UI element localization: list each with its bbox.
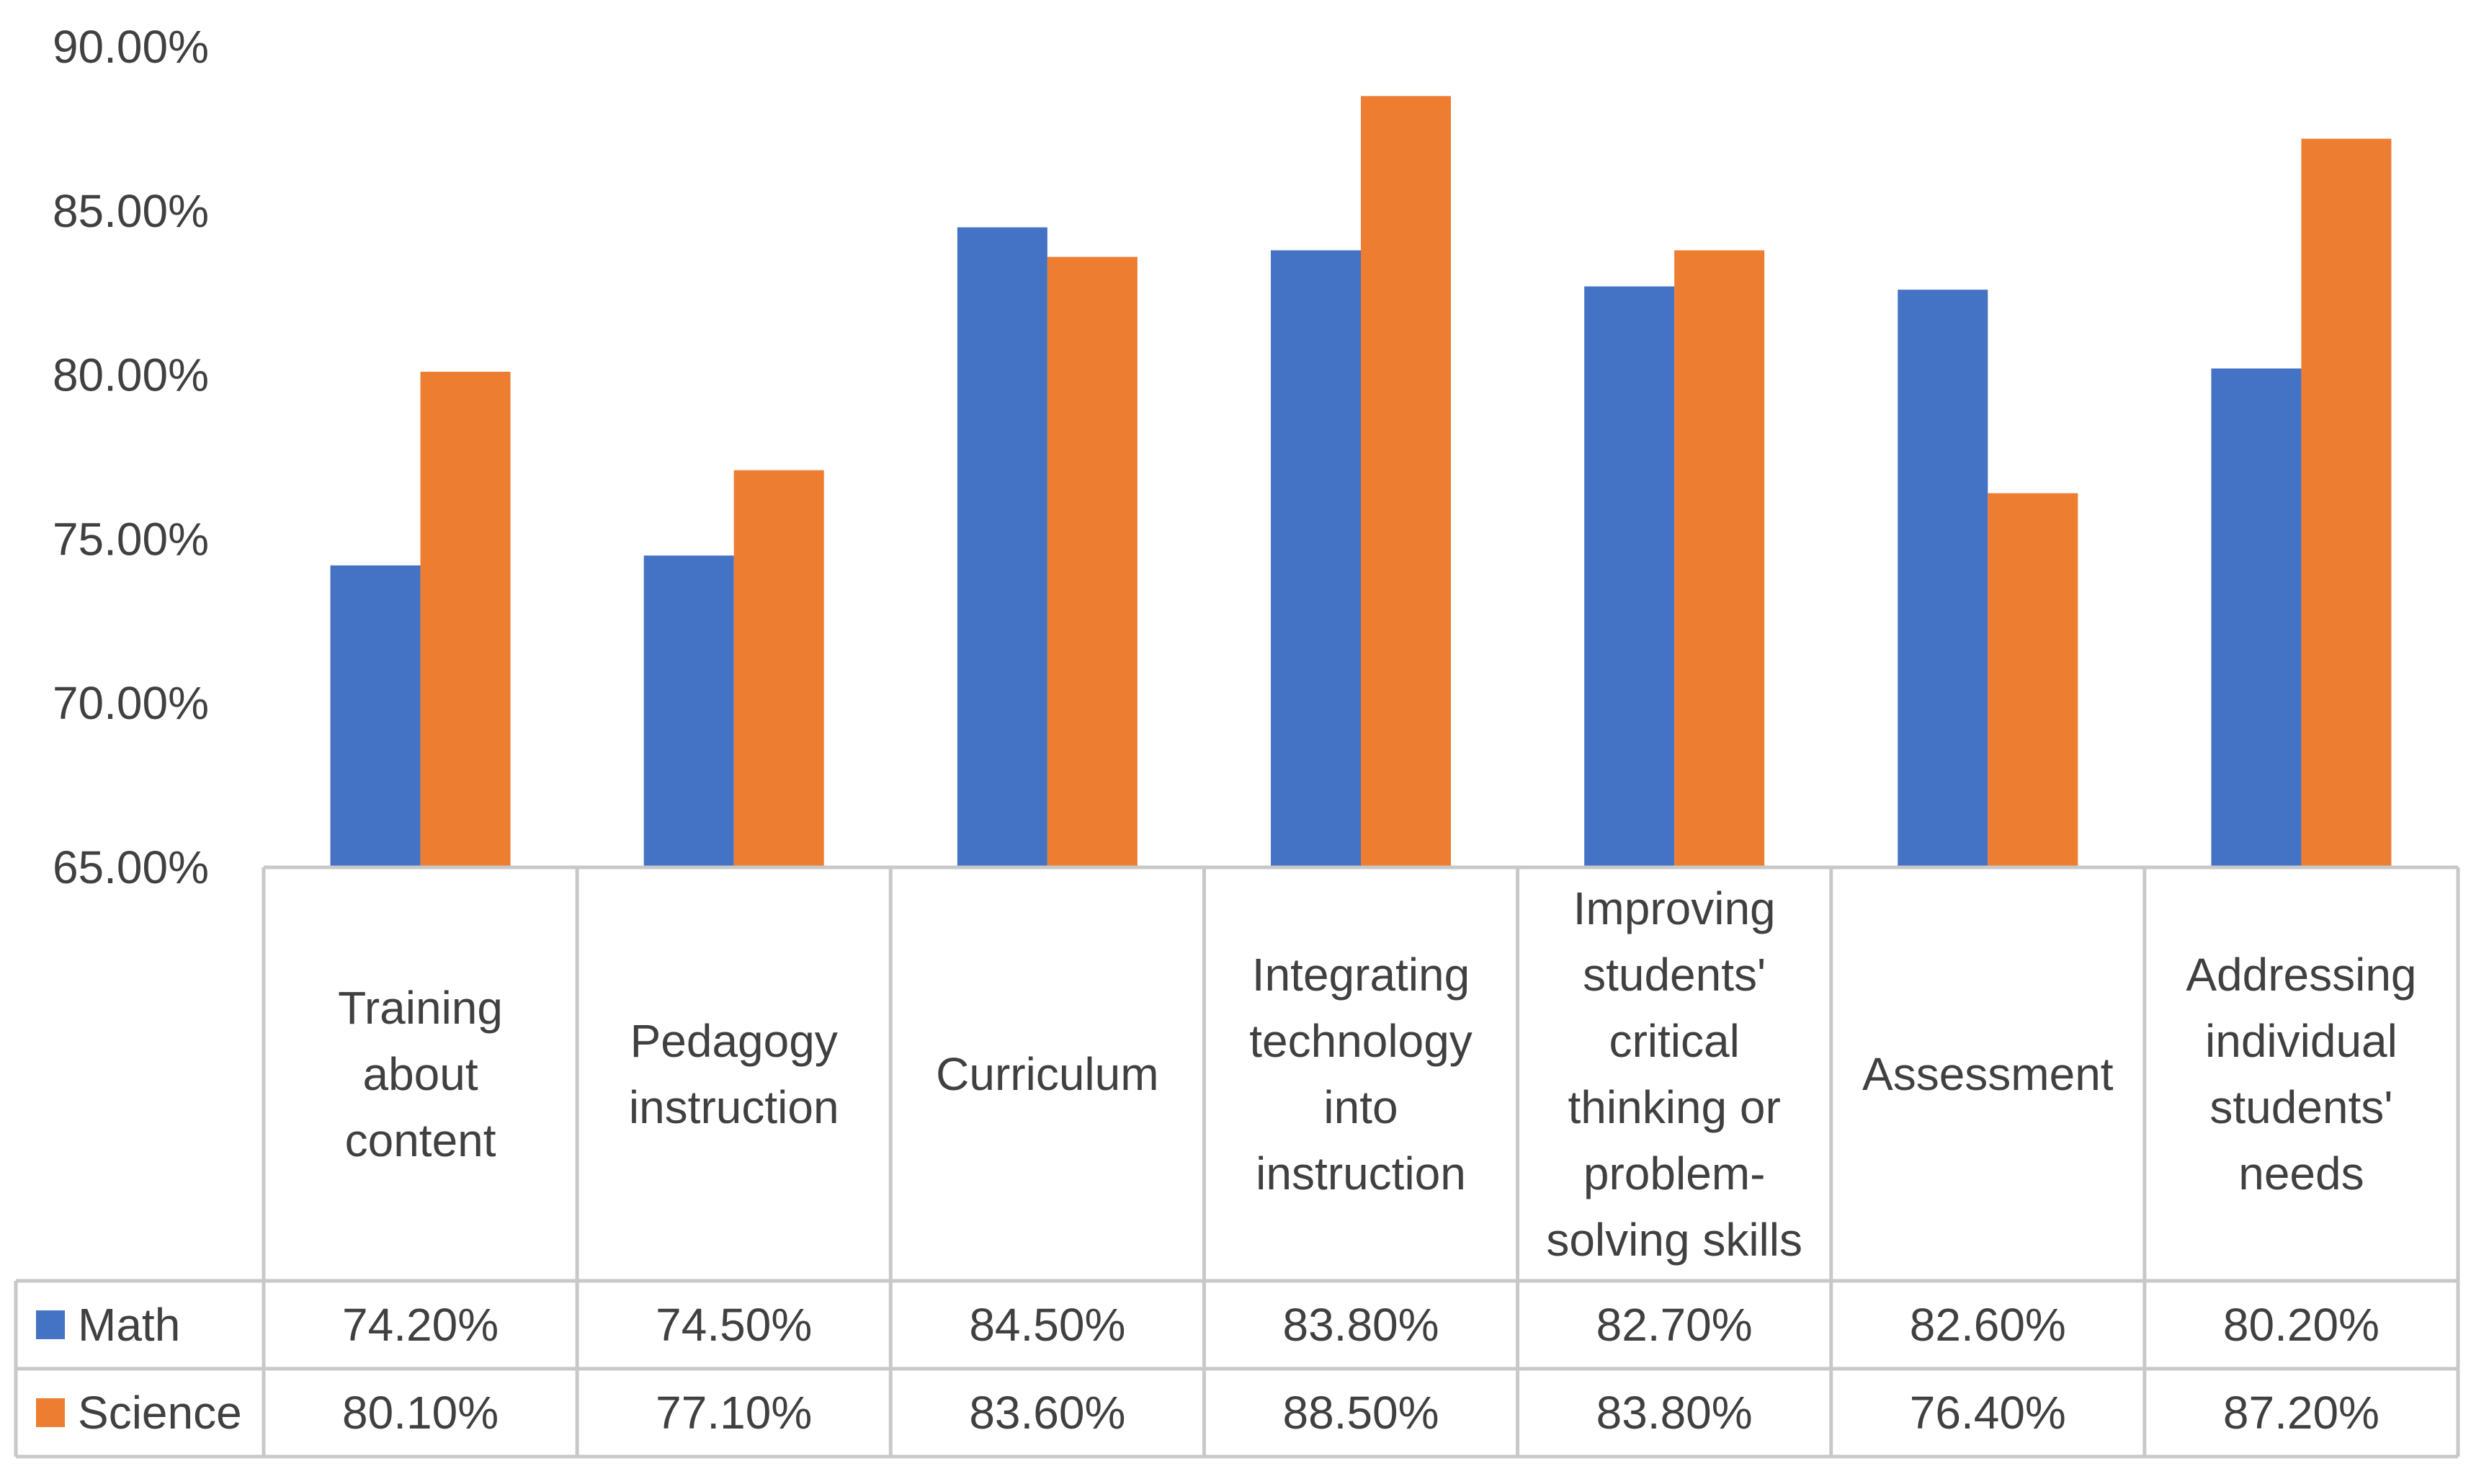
data-label-math-3: 83.80% (1282, 1299, 1439, 1351)
y-tick-label: 75.00% (53, 513, 209, 565)
bar-math-3 (1271, 250, 1361, 867)
data-label-science-2: 83.60% (969, 1387, 1125, 1439)
data-label-math-2: 84.50% (969, 1299, 1125, 1351)
legend-swatch-science (36, 1398, 65, 1427)
bar-math-0 (330, 565, 421, 867)
category-label-0: Training about content (338, 982, 503, 1166)
category-label-4: Improving students' critical thinking or pro… (1546, 882, 1802, 1266)
data-label-science-0: 80.10% (342, 1387, 499, 1439)
bar-science-3 (1361, 96, 1451, 868)
bar-science-0 (420, 372, 511, 867)
category-label-1: Pedagogy instruction (629, 1015, 839, 1133)
y-tick-label: 90.00% (53, 21, 209, 73)
y-tick-label: 65.00% (53, 841, 209, 893)
y-tick-label: 70.00% (53, 677, 209, 729)
bar-science-4 (1674, 250, 1765, 867)
bar-math-6 (2211, 368, 2302, 867)
y-tick-label: 80.00% (53, 349, 209, 401)
category-label-2: Curriculum (936, 1048, 1158, 1100)
data-label-math-6: 80.20% (2223, 1299, 2380, 1351)
bar-science-6 (2301, 138, 2392, 867)
y-tick-label: 85.00% (53, 185, 209, 237)
data-label-science-5: 76.40% (1910, 1387, 2066, 1439)
data-label-math-4: 82.70% (1596, 1299, 1753, 1351)
y-axis-ticks: 65.00% 70.00% 75.00% 80.00% 85.00% 90.00% (53, 21, 209, 893)
data-label-math-5: 82.60% (1910, 1299, 2066, 1351)
data-label-math-0: 74.20% (342, 1299, 499, 1351)
bar-science-1 (733, 470, 824, 867)
data-label-science-4: 83.80% (1596, 1387, 1753, 1439)
bar-math-5 (1898, 290, 1988, 867)
bars-layer (330, 96, 2392, 868)
data-label-science-6: 87.20% (2223, 1387, 2380, 1439)
legend-swatch-math (36, 1310, 65, 1339)
category-label-3: Integrating technology into instruction (1249, 949, 1473, 1199)
data-label-science-1: 77.10% (656, 1387, 812, 1439)
bar-math-4 (1584, 286, 1675, 867)
legend-label-science: Science (78, 1387, 242, 1439)
data-table: Math 74.20% 74.50% 84.50% 83.80% 82.70% 82.60%… (36, 1299, 2380, 1439)
bar-math-2 (957, 227, 1047, 868)
category-label-5: Assessment (1862, 1048, 2114, 1100)
category-label-6: Addressing individual students' needs (2186, 949, 2416, 1199)
legend-label-math: Math (78, 1299, 180, 1351)
data-label-science-3: 88.50% (1282, 1387, 1439, 1439)
bar-math-1 (643, 555, 734, 867)
bar-science-5 (1988, 493, 2078, 867)
category-labels: Training about content Pedagogy instruction C… (338, 882, 2416, 1266)
bar-science-2 (1047, 256, 1138, 868)
data-label-math-1: 74.50% (656, 1299, 812, 1351)
table-grid (14, 865, 2460, 1459)
